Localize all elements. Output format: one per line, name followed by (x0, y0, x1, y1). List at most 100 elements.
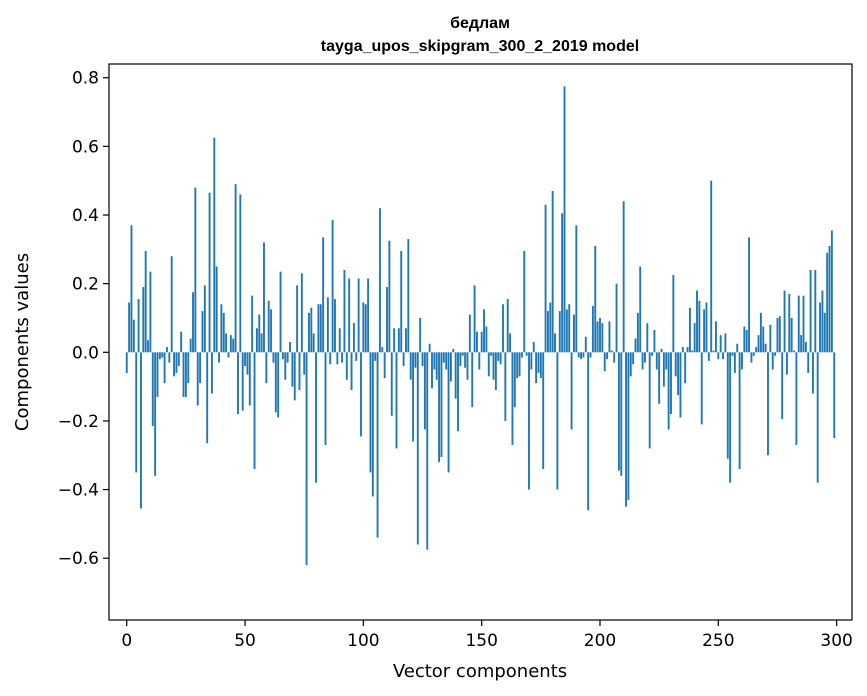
bar (405, 328, 407, 353)
bar (317, 304, 320, 353)
bar (305, 352, 308, 566)
bar (518, 352, 521, 377)
bar (315, 352, 317, 483)
bar (258, 314, 261, 353)
bar (166, 347, 168, 353)
chart-subtitle: tayga_upos_skipgram_300_2_2019 model (321, 38, 639, 55)
y-tick-label: 0.6 (72, 137, 99, 157)
bar (596, 321, 599, 353)
bar (267, 300, 270, 353)
bar (409, 352, 412, 380)
bar (298, 352, 301, 391)
bar (338, 328, 341, 353)
bar (729, 352, 732, 483)
y-tick-label: −0.2 (58, 412, 99, 432)
bar (412, 352, 415, 442)
bar (296, 285, 299, 353)
bar (755, 347, 758, 353)
bar (681, 347, 684, 353)
bar (352, 323, 355, 353)
bar (539, 352, 542, 379)
bar (497, 352, 500, 361)
bar (218, 352, 220, 363)
bar (225, 333, 228, 353)
bar (274, 352, 277, 413)
bar (156, 352, 159, 397)
y-tick-label: −0.6 (58, 549, 99, 569)
bar (471, 352, 474, 408)
bar (239, 194, 242, 353)
bar (260, 333, 263, 353)
bar (556, 352, 559, 490)
bar (823, 312, 826, 353)
bar (509, 333, 512, 353)
bar (816, 352, 819, 483)
bar (270, 309, 273, 353)
bar (426, 352, 429, 550)
bar (329, 352, 332, 365)
bar (696, 290, 698, 353)
bar (473, 285, 476, 353)
bar (783, 290, 786, 353)
bar (793, 350, 795, 353)
bar (802, 295, 805, 353)
bar (459, 352, 462, 367)
bar (286, 352, 289, 363)
bar (435, 352, 438, 380)
bar (632, 352, 635, 365)
bar (646, 323, 649, 353)
bar (189, 338, 192, 353)
bar (589, 352, 592, 358)
bar (833, 352, 836, 439)
bar (485, 326, 488, 353)
bar (613, 352, 616, 363)
bar (177, 352, 180, 367)
bar (440, 352, 443, 457)
bar (244, 352, 246, 367)
bar (454, 352, 457, 399)
bar (516, 352, 519, 379)
bar (502, 304, 504, 353)
y-tick-label: 0.8 (72, 69, 99, 89)
bar (289, 342, 291, 353)
bar (326, 297, 329, 353)
bar (490, 352, 493, 356)
bar (476, 331, 478, 353)
bar (362, 302, 365, 353)
bar (591, 305, 594, 353)
bar (386, 287, 388, 353)
bar (752, 352, 755, 356)
bar (227, 352, 230, 358)
bar (428, 343, 431, 353)
bar (679, 352, 682, 418)
bar (130, 225, 133, 353)
bar (180, 331, 183, 353)
bar (210, 352, 213, 394)
bar (161, 352, 164, 358)
bar (821, 290, 824, 353)
bar (445, 352, 448, 370)
bar (229, 335, 232, 353)
bar (814, 269, 817, 353)
bar (388, 240, 391, 353)
bar (383, 352, 386, 379)
bar (168, 352, 171, 363)
bar (812, 352, 814, 394)
bar (128, 302, 131, 353)
bar (551, 190, 554, 353)
bar (587, 352, 590, 511)
bar (733, 352, 736, 373)
bar (125, 352, 128, 373)
bar (617, 352, 620, 471)
bar (478, 352, 481, 370)
bar (809, 269, 812, 353)
bar (807, 352, 810, 373)
bar (570, 352, 573, 430)
bar (140, 352, 142, 509)
bar (206, 352, 209, 444)
bar (703, 309, 706, 353)
bar (544, 204, 547, 353)
bar (561, 213, 564, 353)
bar (457, 352, 459, 432)
